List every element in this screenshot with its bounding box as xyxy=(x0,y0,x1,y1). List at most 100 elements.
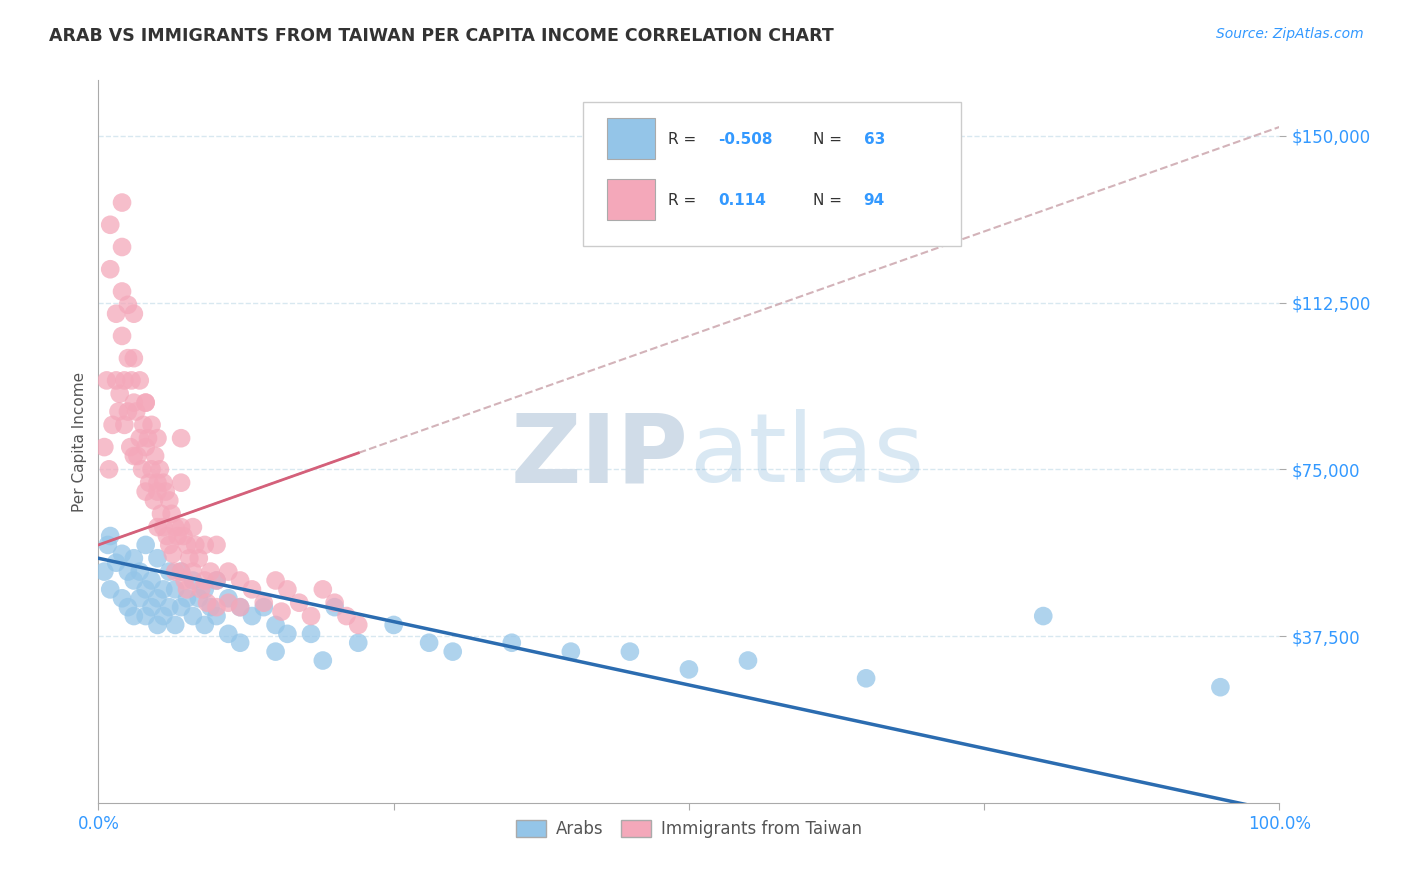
Point xyxy=(217,627,239,641)
Point xyxy=(240,582,263,597)
Point xyxy=(187,591,209,606)
Point xyxy=(162,547,184,561)
Point xyxy=(135,609,157,624)
Point xyxy=(270,605,292,619)
Point xyxy=(176,582,198,597)
Point xyxy=(157,600,180,615)
Point xyxy=(122,395,145,409)
Point xyxy=(105,307,128,321)
Point xyxy=(170,600,193,615)
Point xyxy=(166,529,188,543)
Point xyxy=(128,565,150,579)
Point xyxy=(347,618,370,632)
Point xyxy=(253,600,276,615)
Point xyxy=(146,591,169,606)
Point xyxy=(165,520,187,534)
Point xyxy=(200,600,222,615)
Point xyxy=(382,618,405,632)
Point xyxy=(98,218,121,232)
Point xyxy=(122,551,145,566)
Text: N =: N = xyxy=(813,132,846,146)
Y-axis label: Per Capita Income: Per Capita Income xyxy=(72,371,87,512)
Point xyxy=(205,574,228,588)
Point xyxy=(347,636,370,650)
FancyBboxPatch shape xyxy=(607,118,655,160)
Point xyxy=(128,591,150,606)
Point xyxy=(93,565,115,579)
Point xyxy=(135,395,157,409)
Point xyxy=(217,565,239,579)
Point xyxy=(855,671,877,685)
FancyBboxPatch shape xyxy=(607,179,655,220)
Point xyxy=(111,547,134,561)
Point xyxy=(135,395,157,409)
Point xyxy=(200,565,222,579)
Point xyxy=(142,493,165,508)
Point xyxy=(229,574,252,588)
Point xyxy=(122,574,145,588)
Point xyxy=(122,609,145,624)
Point xyxy=(240,609,263,624)
Point xyxy=(205,609,228,624)
Point xyxy=(229,636,252,650)
Point xyxy=(141,600,163,615)
Point xyxy=(146,475,169,490)
Point xyxy=(418,636,440,650)
Point xyxy=(194,582,217,597)
Point xyxy=(150,507,173,521)
Point xyxy=(131,462,153,476)
Point xyxy=(276,627,298,641)
Point xyxy=(101,417,124,432)
Point xyxy=(173,574,195,588)
Point xyxy=(108,386,131,401)
Point xyxy=(97,538,120,552)
Point xyxy=(560,645,582,659)
Point xyxy=(127,449,149,463)
Point xyxy=(128,373,150,387)
Text: atlas: atlas xyxy=(689,409,924,502)
Point xyxy=(170,431,193,445)
Point xyxy=(184,538,207,552)
Point xyxy=(135,440,157,454)
Point xyxy=(205,538,228,552)
Point xyxy=(112,417,135,432)
Point xyxy=(195,596,218,610)
Point xyxy=(111,195,134,210)
Text: 63: 63 xyxy=(863,132,886,146)
Point xyxy=(165,582,187,597)
Point xyxy=(146,551,169,566)
Point xyxy=(156,529,179,543)
Point xyxy=(217,596,239,610)
Point xyxy=(107,404,129,418)
Text: ZIP: ZIP xyxy=(510,409,689,502)
Point xyxy=(121,373,143,387)
Point xyxy=(111,329,134,343)
Point xyxy=(98,582,121,597)
Point xyxy=(264,618,287,632)
Point xyxy=(229,600,252,615)
Point xyxy=(253,596,276,610)
Point xyxy=(194,574,217,588)
Point xyxy=(93,440,115,454)
Point xyxy=(98,462,121,476)
Point xyxy=(141,417,163,432)
Point xyxy=(299,609,322,624)
Text: R =: R = xyxy=(668,193,700,208)
Point xyxy=(152,520,174,534)
Point xyxy=(117,565,139,579)
Point xyxy=(170,475,193,490)
Point xyxy=(181,520,204,534)
Point xyxy=(165,618,187,632)
Point xyxy=(264,645,287,659)
Point xyxy=(155,484,177,499)
Point xyxy=(176,538,198,552)
Point xyxy=(146,484,169,499)
Point xyxy=(157,493,180,508)
Text: 94: 94 xyxy=(863,193,884,208)
Point xyxy=(501,636,523,650)
Point xyxy=(299,627,322,641)
Point xyxy=(105,556,128,570)
Point xyxy=(194,538,217,552)
Point xyxy=(125,404,148,418)
Point xyxy=(141,574,163,588)
